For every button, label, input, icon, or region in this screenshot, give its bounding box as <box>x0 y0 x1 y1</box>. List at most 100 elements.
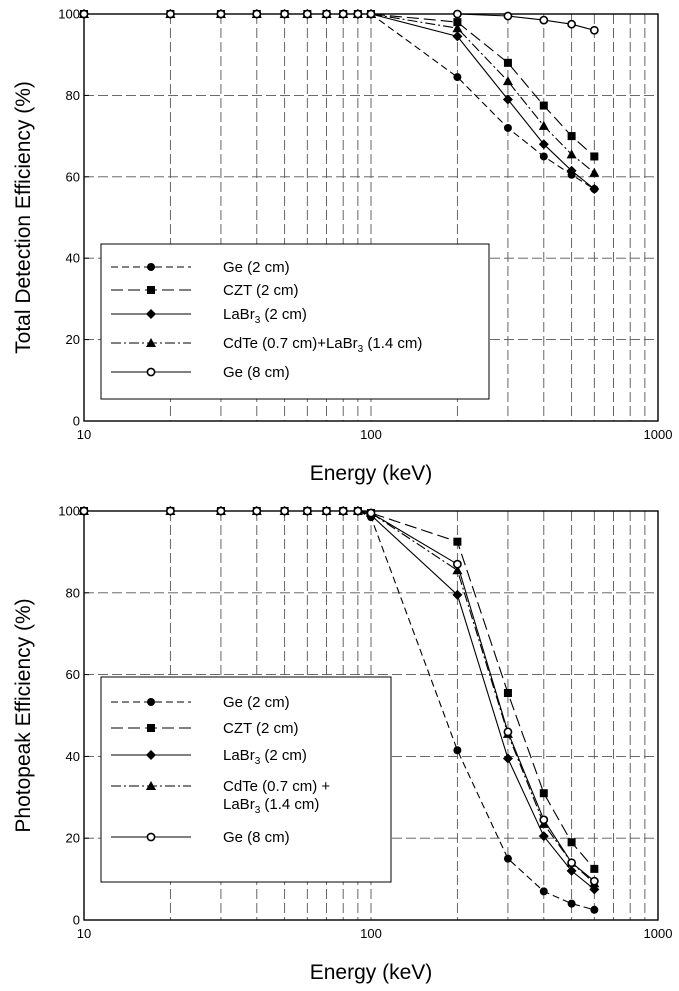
legend-marker <box>147 263 155 271</box>
y-tick-label: 100 <box>58 504 80 519</box>
series-line-labr3-2-cm <box>84 13 595 190</box>
legend-label: Ge (8 cm) <box>223 829 290 846</box>
series-ge-2-cm <box>80 10 599 194</box>
x-tick-label: 1000 <box>644 427 673 442</box>
data-point-cdte-0-7-cm-labr3-1-4-cm <box>452 23 463 33</box>
series-line-czt-2-cm <box>84 13 595 157</box>
data-point-ge-8-cm <box>302 9 312 19</box>
y-tick-label: 20 <box>66 332 80 347</box>
legend-marker <box>146 338 156 347</box>
x-tick-label: 100 <box>360 926 382 941</box>
data-point-ge-2-cm <box>503 854 512 863</box>
series-cdte-0-7-cm-labr3-1-4-cm <box>79 9 600 177</box>
data-point-ge-8-cm <box>338 506 348 516</box>
legend-label-line2: LaBr3 (1.4 cm) <box>223 796 319 816</box>
data-point-ge-8-cm <box>302 506 312 516</box>
data-point-ge-8-cm <box>589 876 599 886</box>
legend-label: CZT (2 cm) <box>223 720 299 737</box>
series-labr3-2-cm <box>79 9 600 195</box>
data-point-labr3-2-cm <box>502 753 513 764</box>
data-point-ge-8-cm <box>79 9 89 19</box>
x-tick-label: 1000 <box>644 926 673 941</box>
legend: Ge (2 cm) CZT (2 cm) LaBr3 (2 cm) CdTe (0.7… <box>100 676 392 883</box>
y-tick-label: 40 <box>66 749 80 764</box>
data-point-czt-2-cm <box>503 689 512 698</box>
y-tick-label: 100 <box>58 7 80 22</box>
data-point-ge-8-cm <box>216 506 226 516</box>
data-point-ge-8-cm <box>79 506 89 516</box>
data-point-labr3-2-cm <box>502 94 513 105</box>
legend-box <box>100 243 490 400</box>
data-point-cdte-0-7-cm-labr3-1-4-cm <box>538 120 549 130</box>
x-axis-title: Energy (keV) <box>310 462 433 485</box>
data-point-ge-8-cm <box>589 25 599 35</box>
legend-label: CdTe (0.7 cm) + <box>223 778 330 795</box>
y-tick-label: 80 <box>66 88 80 103</box>
data-point-labr3-2-cm <box>589 184 600 195</box>
data-point-ge-8-cm <box>353 506 363 516</box>
y-tick-label: 80 <box>66 585 80 600</box>
legend-marker <box>146 367 156 377</box>
y-axis-title: Photopeak Efficiency (%) <box>12 598 35 832</box>
data-point-ge-8-cm <box>366 9 376 19</box>
series-ge-8-cm <box>79 506 599 886</box>
legend-marker <box>147 698 155 706</box>
data-point-ge-8-cm <box>322 9 331 19</box>
legend-box <box>100 676 392 883</box>
legend-marker <box>146 309 156 319</box>
legend-label: CZT (2 cm) <box>223 282 299 299</box>
data-point-cdte-0-7-cm-labr3-1-4-cm <box>589 167 600 177</box>
data-point-ge-8-cm <box>252 506 262 516</box>
data-point-czt-2-cm <box>539 789 548 798</box>
y-tick-label: 20 <box>66 831 80 846</box>
data-point-ge-2-cm <box>453 73 462 82</box>
data-point-ge-8-cm <box>338 9 348 19</box>
legend-label: Ge (2 cm) <box>223 694 290 711</box>
legend-marker <box>147 286 155 294</box>
data-point-czt-2-cm <box>453 537 462 546</box>
series-line-cdte-0-7-cm-labr3-1-4-cm <box>84 13 595 174</box>
y-tick-label: 0 <box>73 414 80 429</box>
y-axis-title: Total Detection Efficiency (%) <box>12 81 35 354</box>
data-point-ge-8-cm <box>252 9 262 19</box>
data-point-ge-2-cm <box>503 123 512 132</box>
legend-marker <box>146 781 156 790</box>
data-point-ge-8-cm <box>366 508 376 518</box>
data-point-ge-8-cm <box>452 559 462 569</box>
data-point-ge-8-cm <box>353 9 363 19</box>
data-point-cdte-0-7-cm-labr3-1-4-cm <box>566 149 577 159</box>
data-point-ge-8-cm <box>216 9 226 19</box>
legend-label: Ge (8 cm) <box>223 364 290 381</box>
y-tick-label: 0 <box>73 913 80 928</box>
legend-label: LaBr3 (2 cm) <box>223 747 307 767</box>
data-point-cdte-0-7-cm-labr3-1-4-cm <box>502 76 513 86</box>
data-point-ge-8-cm <box>322 506 331 516</box>
legend-marker <box>146 832 156 842</box>
data-point-czt-2-cm <box>567 132 576 141</box>
data-point-labr3-2-cm <box>452 31 463 42</box>
photopeak-efficiency-chart: 0 20 40 60 80 100 10 100 1000 Energy (keV) Photope… <box>12 504 673 985</box>
data-point-ge-8-cm <box>503 11 513 21</box>
data-point-ge-2-cm <box>539 152 548 161</box>
y-tick-label: 40 <box>66 251 80 266</box>
data-point-ge-8-cm <box>567 19 577 29</box>
data-point-czt-2-cm <box>567 838 576 847</box>
data-point-ge-8-cm <box>503 727 513 737</box>
data-point-ge-8-cm <box>165 506 175 516</box>
y-tick-label: 60 <box>66 169 80 184</box>
data-point-czt-2-cm <box>590 152 599 161</box>
total-detection-efficiency-chart: 0 20 40 60 80 100 10 100 1000 Energy (keV) Total D… <box>12 7 673 486</box>
data-point-ge-2-cm <box>590 905 599 914</box>
x-tick-label: 100 <box>360 427 382 442</box>
series-line-ge-2-cm <box>84 13 595 190</box>
data-point-ge-8-cm <box>280 506 290 516</box>
series-ge-8-cm <box>79 9 599 35</box>
data-point-ge-2-cm <box>567 899 576 908</box>
data-point-ge-2-cm <box>453 746 462 755</box>
data-point-czt-2-cm <box>539 101 548 110</box>
legend-label: CdTe (0.7 cm)+LaBr3 (1.4 cm) <box>223 335 422 355</box>
x-tick-label: 10 <box>77 427 91 442</box>
x-axis-title: Energy (keV) <box>310 961 433 984</box>
data-point-ge-8-cm <box>280 9 290 19</box>
data-point-ge-8-cm <box>165 9 175 19</box>
